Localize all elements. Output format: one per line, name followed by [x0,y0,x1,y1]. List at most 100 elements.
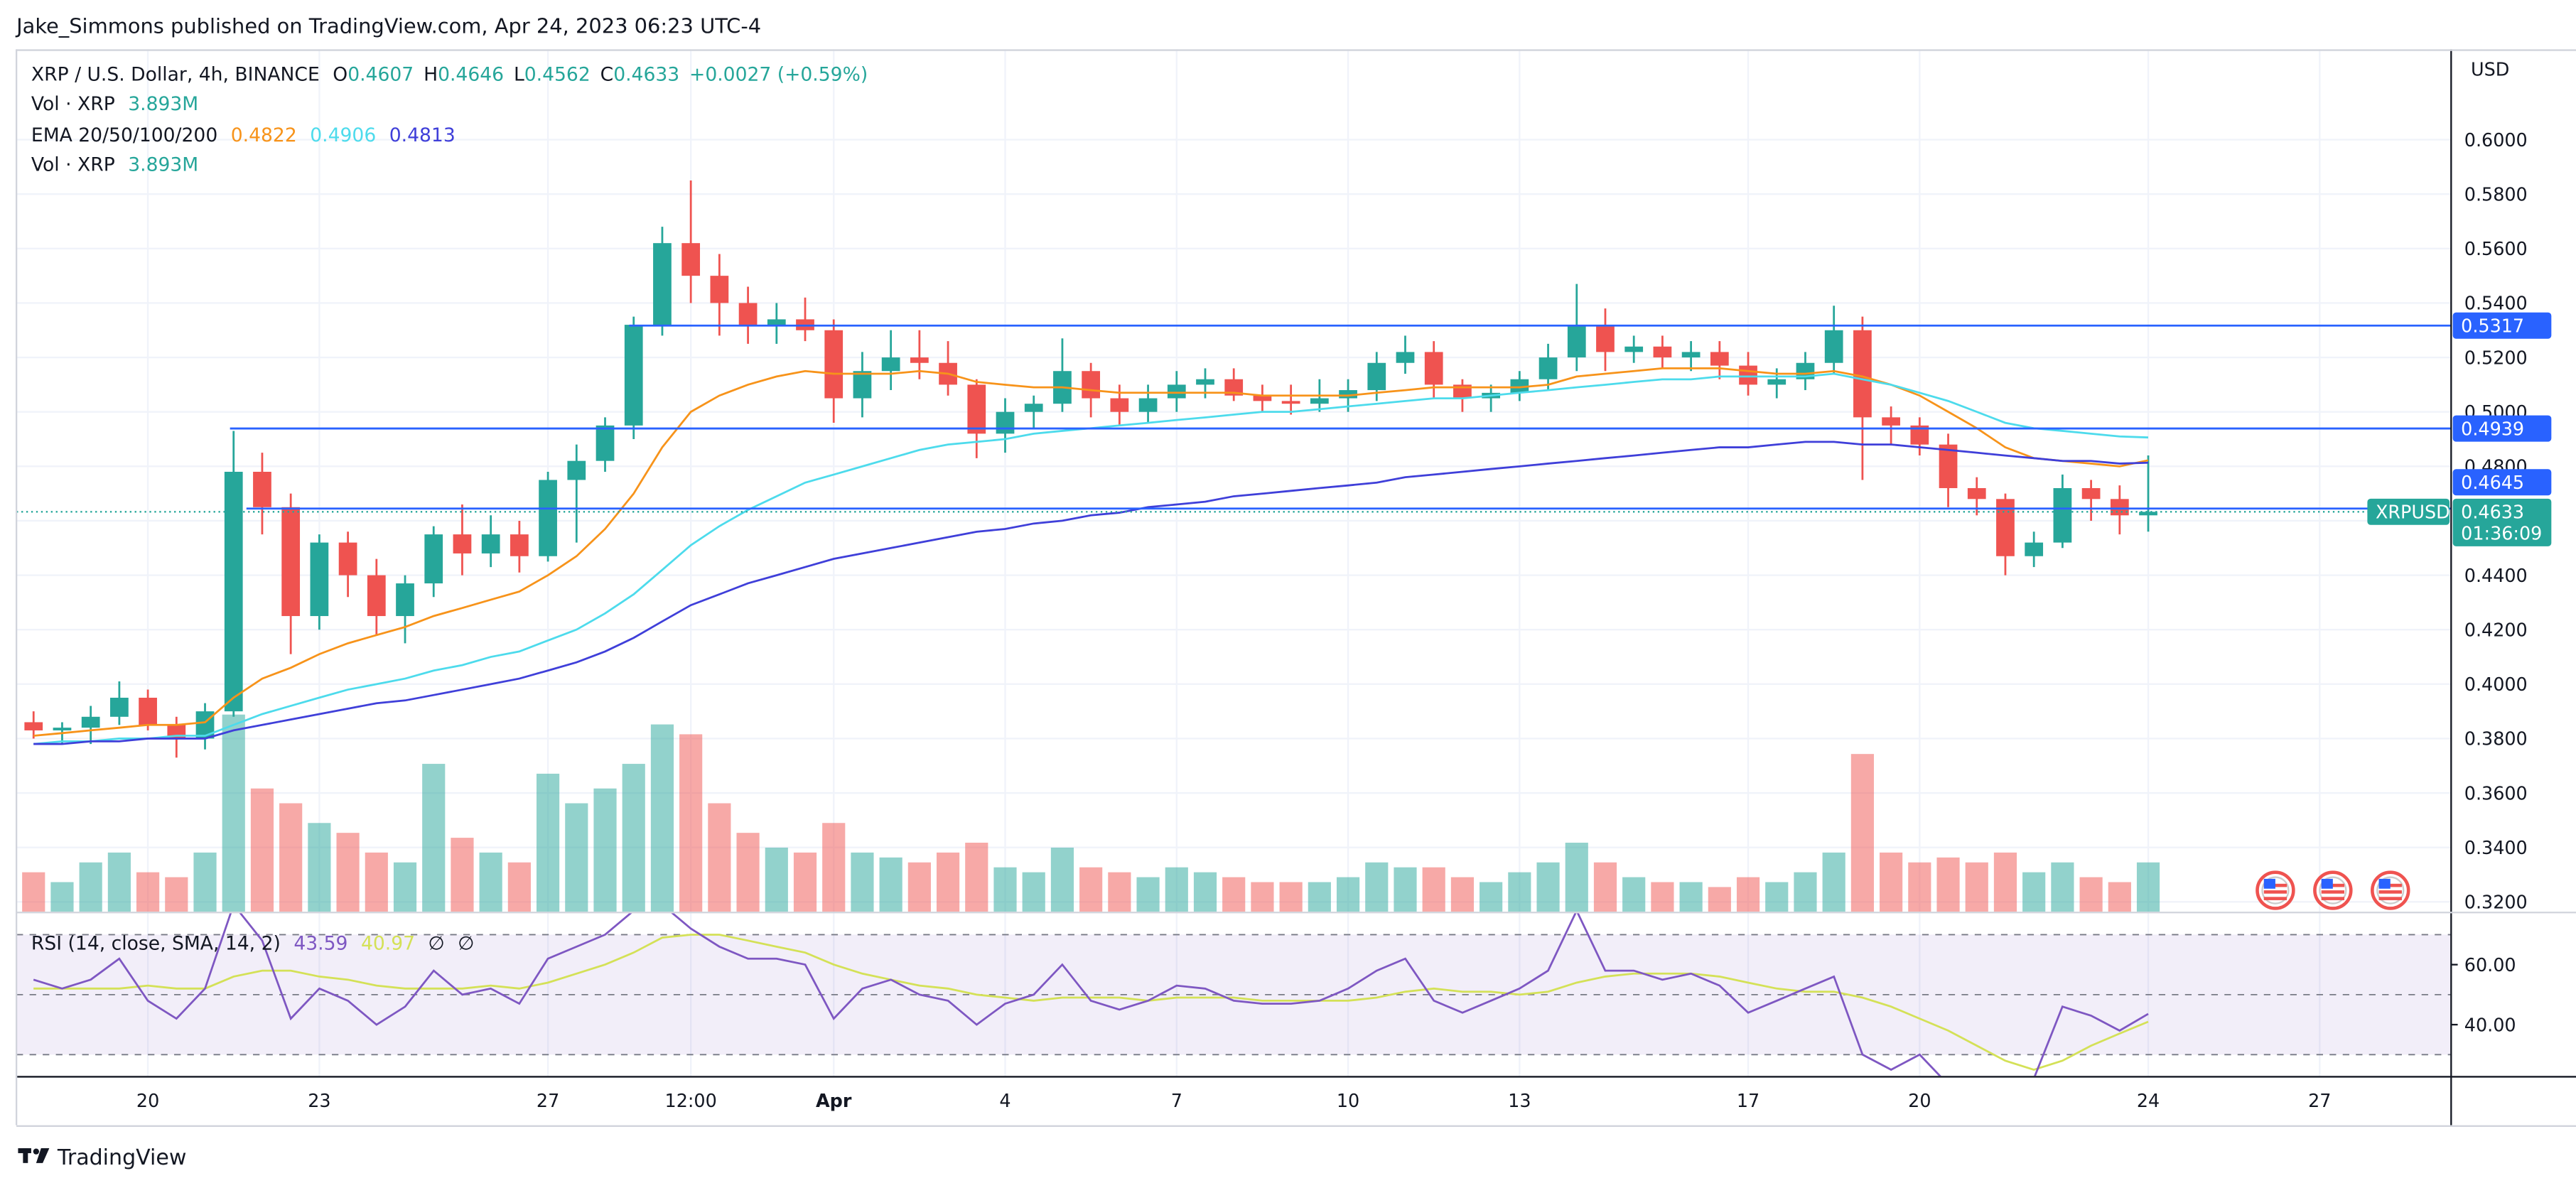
candle-body [2139,512,2157,516]
candle-body [653,243,672,325]
symbol-tag-box [2367,498,2450,525]
symbol-tag: XRPUSD [2376,502,2450,523]
candle-body [539,480,557,556]
volume-bar [1450,877,1475,912]
candle-body [2053,487,2072,543]
volume-bar [793,852,817,912]
rsi-legend-name: RSI (14, close, SMA, 14, 2) [31,932,281,954]
volume-bar [308,823,331,912]
candle-body [1939,444,1958,488]
x-tick-label: 20 [1908,1090,1931,1111]
candle-body [53,728,72,730]
volume-bar [936,852,960,912]
volume-bar [1308,882,1331,912]
candle-body [824,330,844,399]
candle-body [1681,352,1701,358]
y-tick-label: 0.5400 [2464,293,2528,314]
volume-bar [765,847,788,912]
candle-body [1082,371,1101,399]
volume-bar [1822,852,1845,912]
volume-bar [1079,867,1103,912]
legend-row: XRP / U.S. Dollar, 4h, BINANCE O0.4607 H0.… [31,63,868,85]
volume-bar [1622,877,1646,912]
volume-bar [1222,877,1246,912]
ema-legend-value: 0.4813 [389,124,456,146]
volume-bar [1165,867,1188,912]
volume-bar [222,714,245,912]
volume-bar [1251,882,1274,912]
volume-bar [907,862,931,912]
volume-bar [2108,882,2131,912]
candle-body [510,534,529,556]
candle-body [2110,499,2129,516]
price-layer [16,180,2452,758]
candle-body [1596,325,1615,352]
rsi-legend-extra: ∅ [429,932,445,954]
currency: USD [2471,58,2509,80]
publisher: Jake_Simmons published on TradingView.co… [15,14,761,38]
flag[interactable] [2256,870,2295,910]
volume-bar [365,852,388,912]
volume-bar [2079,877,2103,912]
candle-body [1624,346,1644,352]
x-tick-label: 24 [2137,1090,2160,1111]
labels: 0.3200 0.3400 0.3600 0.3800 0.4000 0.4200 0.44… [31,63,2552,1111]
x-tick-label: 4 [999,1090,1011,1111]
volume-bar [393,862,417,912]
level-label-box [2452,312,2552,339]
x-tick-label: Apr [816,1090,852,1111]
rsi-legend-value: 43.59 [293,932,347,954]
candle-body [2081,487,2101,500]
volume-bar [2022,872,2046,912]
ema-line [33,441,2149,745]
x-tick-label: 20 [136,1090,159,1111]
volume-bar [650,724,674,912]
volume-bar [79,862,102,912]
volume-bar [1908,862,1931,912]
ohlc-key: C [600,63,614,85]
candle-body [1882,417,1900,426]
candle-body [1853,330,1872,418]
rsi-ma-line [33,934,2149,1071]
volume-legend-name: Vol · XRP [31,93,115,115]
rsi-legend-extra: ∅ [458,932,474,954]
candle-body [195,711,215,739]
volume-bar [1736,877,1760,912]
level-label: 0.5317 [2461,315,2524,337]
candle-body [1281,401,1300,404]
x-tick-label: 23 [308,1090,330,1111]
volume-bar [1593,862,1617,912]
candle-body [738,303,758,325]
candle-body [681,243,701,276]
volume-bar [736,833,760,912]
rsi-tick-label: 60.00 [2464,954,2516,976]
candle-body [853,371,872,399]
volume-legend-value: 3.893M [128,153,198,176]
volume-bar [2136,862,2160,912]
flag[interactable] [2313,870,2353,910]
candle-body [1510,379,1529,393]
volume-bar [250,788,274,912]
flag[interactable] [2371,870,2410,910]
legend-row: Vol · XRP 3.893M [31,153,198,176]
candle-body [367,575,386,617]
volume-bar [22,872,45,912]
countdown: 01:36:09 [2461,523,2542,544]
candle-body [1224,379,1244,396]
candle-body [1967,487,1986,500]
volume-bar [193,852,217,912]
volume-bar [1679,882,1703,912]
candle-body [453,534,472,554]
candle-body [596,425,615,461]
volume-bar [1108,872,1131,912]
volume-bar [279,803,303,912]
candle-body [967,384,986,434]
level-label: 0.4645 [2461,472,2524,493]
y-tick-label: 0.3800 [2464,728,2528,750]
candle-body [1739,365,1757,385]
volume-bar [1336,877,1360,912]
ohlc-key: O [333,63,347,85]
volume-bar [1965,862,1988,912]
legend-row: EMA 20/50/100/200 0.4822 0.4906 0.4813 [31,124,456,146]
